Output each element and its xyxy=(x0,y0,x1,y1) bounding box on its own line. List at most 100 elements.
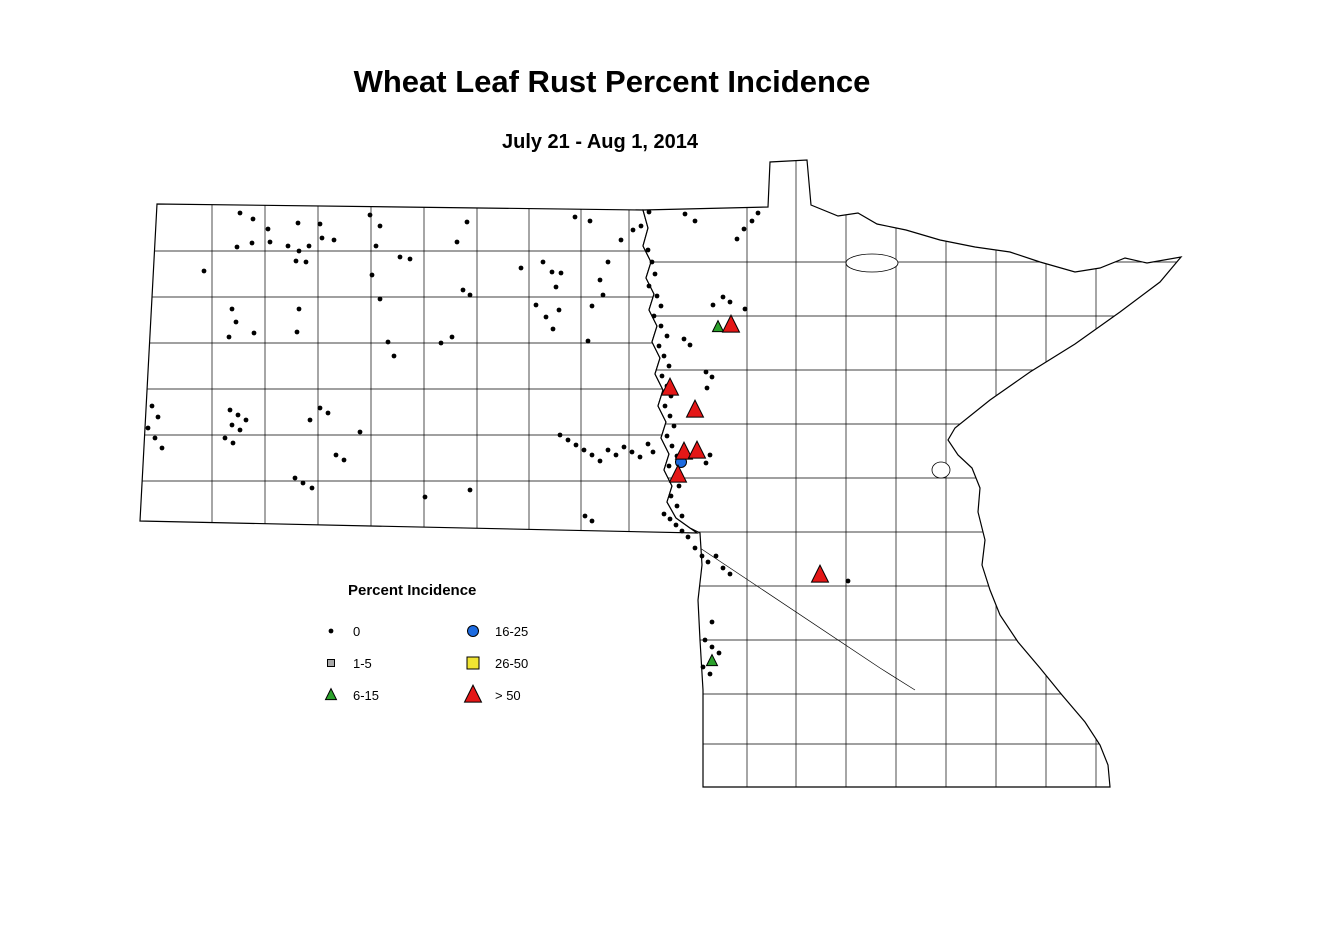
marker-0 xyxy=(422,494,428,500)
marker-0 xyxy=(249,240,255,246)
marker-0 xyxy=(734,236,740,242)
marker-0 xyxy=(662,403,668,409)
marker-0 xyxy=(454,239,460,245)
marker-0 xyxy=(582,513,588,519)
marker-0 xyxy=(671,423,677,429)
legend-label: 26-50 xyxy=(495,655,529,671)
marker-0 xyxy=(543,314,549,320)
marker-0 xyxy=(294,329,300,335)
marker-0 xyxy=(229,422,235,428)
marker-0 xyxy=(705,559,711,565)
marker-0 xyxy=(572,214,578,220)
marker-0 xyxy=(845,578,851,584)
marker-0 xyxy=(666,463,672,469)
marker-0 xyxy=(237,427,243,433)
marker-0 xyxy=(377,296,383,302)
marker-0 xyxy=(229,306,235,312)
marker-0 xyxy=(155,414,161,420)
legend-item-26-50: 26-50 xyxy=(460,652,602,674)
marker-0 xyxy=(605,447,611,453)
marker-0 xyxy=(679,513,685,519)
marker-gt-50 xyxy=(674,441,694,460)
marker-0 xyxy=(357,429,363,435)
marker-0 xyxy=(292,475,298,481)
marker-0 xyxy=(702,637,708,643)
marker-0 xyxy=(664,433,670,439)
marker-0 xyxy=(293,258,299,264)
marker-0 xyxy=(331,237,337,243)
legend-label: 16-25 xyxy=(495,623,529,639)
marker-0 xyxy=(637,454,643,460)
marker-0 xyxy=(676,483,682,489)
legend-item-0: 0 xyxy=(318,620,460,642)
marker-0 xyxy=(707,452,713,458)
marker-0 xyxy=(727,299,733,305)
marker-0 xyxy=(557,432,563,438)
yellow-square-icon xyxy=(466,656,480,670)
marker-0 xyxy=(685,534,691,540)
marker-0 xyxy=(230,440,236,446)
gray-square-icon xyxy=(327,659,335,667)
legend-item-gt-50: > 50 xyxy=(460,684,602,706)
marker-0 xyxy=(755,210,761,216)
marker-0 xyxy=(727,571,733,577)
marker-0 xyxy=(341,457,347,463)
marker-0 xyxy=(597,458,603,464)
series-gt-50 xyxy=(660,314,830,583)
marker-0 xyxy=(589,452,595,458)
marker-0 xyxy=(250,216,256,222)
marker-0 xyxy=(664,333,670,339)
marker-0 xyxy=(581,447,587,453)
marker-0 xyxy=(149,403,155,409)
marker-0 xyxy=(645,441,651,447)
chart-subtitle: July 21 - Aug 1, 2014 xyxy=(501,131,698,153)
marker-0 xyxy=(652,271,658,277)
legend-title: Percent Incidence xyxy=(348,582,477,599)
legend-label: > 50 xyxy=(495,687,521,703)
marker-0 xyxy=(692,545,698,551)
legend-label: 6-15 xyxy=(353,687,380,703)
marker-0 xyxy=(159,445,165,451)
marker-0 xyxy=(550,326,556,332)
marker-0 xyxy=(317,221,323,227)
legend-item-16-25: 16-25 xyxy=(460,620,602,642)
marker-0 xyxy=(668,493,674,499)
marker-0 xyxy=(251,330,257,336)
marker-0 xyxy=(407,256,413,262)
marker-0 xyxy=(605,259,611,265)
north-dakota-outline xyxy=(139,203,699,534)
marker-0 xyxy=(709,374,715,380)
red-triangle-icon xyxy=(463,684,483,703)
marker-0 xyxy=(666,363,672,369)
marker-0 xyxy=(720,294,726,300)
marker-0 xyxy=(661,511,667,517)
marker-0 xyxy=(585,338,591,344)
marker-0 xyxy=(265,226,271,232)
marker-0 xyxy=(651,313,657,319)
marker-0 xyxy=(549,269,555,275)
marker-0 xyxy=(307,417,313,423)
marker-0 xyxy=(589,303,595,309)
marker-0 xyxy=(397,254,403,260)
marker-0 xyxy=(222,435,228,441)
marker-0 xyxy=(650,449,656,455)
marker-0 xyxy=(533,302,539,308)
marker-0 xyxy=(638,223,644,229)
marker-0 xyxy=(646,283,652,289)
marker-gt-50 xyxy=(668,464,688,483)
marker-0 xyxy=(467,292,473,298)
legend-item-1-5: 1-5 xyxy=(318,652,460,674)
marker-0 xyxy=(317,405,323,411)
marker-0 xyxy=(227,407,233,413)
marker-0 xyxy=(700,664,706,670)
marker-0 xyxy=(464,219,470,225)
black-dot-icon xyxy=(328,628,334,634)
marker-0 xyxy=(385,339,391,345)
marker-0 xyxy=(707,671,713,677)
marker-0 xyxy=(295,220,301,226)
legend-glyph-1-5 xyxy=(327,659,335,667)
marker-0 xyxy=(285,243,291,249)
legend-glyph-6-15 xyxy=(324,687,338,701)
marker-0 xyxy=(226,334,232,340)
